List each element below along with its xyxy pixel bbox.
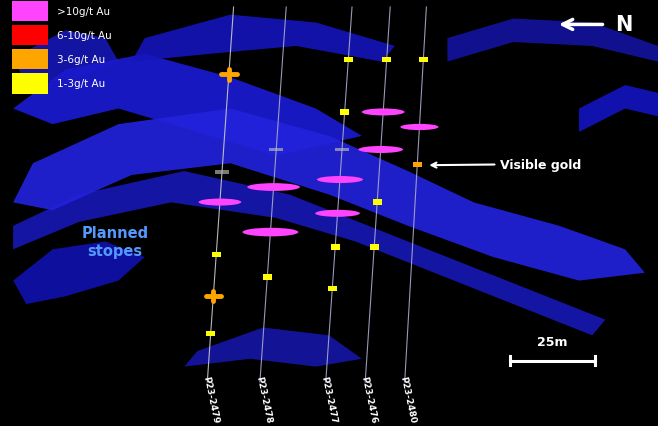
Bar — [330, 245, 340, 250]
Text: P23-2476: P23-2476 — [359, 374, 378, 423]
Bar — [370, 245, 379, 250]
Bar — [343, 58, 353, 63]
Ellipse shape — [362, 109, 405, 116]
Text: P23-2477: P23-2477 — [320, 374, 338, 423]
Ellipse shape — [199, 199, 241, 206]
Text: P23-2480: P23-2480 — [399, 374, 417, 423]
Text: P23-2478: P23-2478 — [254, 374, 272, 423]
Polygon shape — [13, 242, 145, 304]
Bar — [215, 171, 229, 175]
Ellipse shape — [400, 124, 438, 131]
Bar — [263, 275, 272, 280]
Bar — [12, 74, 48, 95]
Bar — [340, 110, 349, 115]
Text: N: N — [615, 15, 632, 35]
Bar — [12, 26, 48, 46]
Bar — [335, 148, 349, 152]
Text: 1-3g/t Au: 1-3g/t Au — [57, 79, 105, 89]
Text: Planned
stopes: Planned stopes — [82, 226, 149, 258]
Polygon shape — [13, 172, 605, 336]
Ellipse shape — [317, 177, 363, 184]
Polygon shape — [13, 31, 118, 86]
Polygon shape — [447, 20, 658, 63]
Ellipse shape — [243, 228, 299, 237]
Bar — [418, 58, 428, 63]
Polygon shape — [579, 86, 658, 132]
Text: >10g/t Au: >10g/t Au — [57, 7, 111, 17]
Polygon shape — [184, 328, 362, 367]
Bar — [413, 162, 422, 168]
Polygon shape — [132, 16, 395, 63]
Text: 25m: 25m — [538, 335, 568, 348]
Text: Visible gold: Visible gold — [432, 158, 581, 171]
Bar — [372, 200, 382, 205]
Bar — [328, 286, 337, 291]
Bar — [12, 2, 48, 22]
Bar — [382, 58, 392, 63]
Bar — [12, 50, 48, 70]
Text: 6-10g/t Au: 6-10g/t Au — [57, 31, 112, 41]
Polygon shape — [13, 55, 362, 156]
Bar — [206, 331, 215, 337]
Bar — [212, 252, 221, 258]
Text: P23-2479: P23-2479 — [201, 374, 220, 423]
Text: 3-6g/t Au: 3-6g/t Au — [57, 55, 105, 65]
Ellipse shape — [315, 210, 360, 217]
Polygon shape — [13, 109, 645, 281]
Ellipse shape — [247, 184, 300, 192]
Ellipse shape — [359, 147, 403, 154]
Bar — [269, 148, 284, 152]
